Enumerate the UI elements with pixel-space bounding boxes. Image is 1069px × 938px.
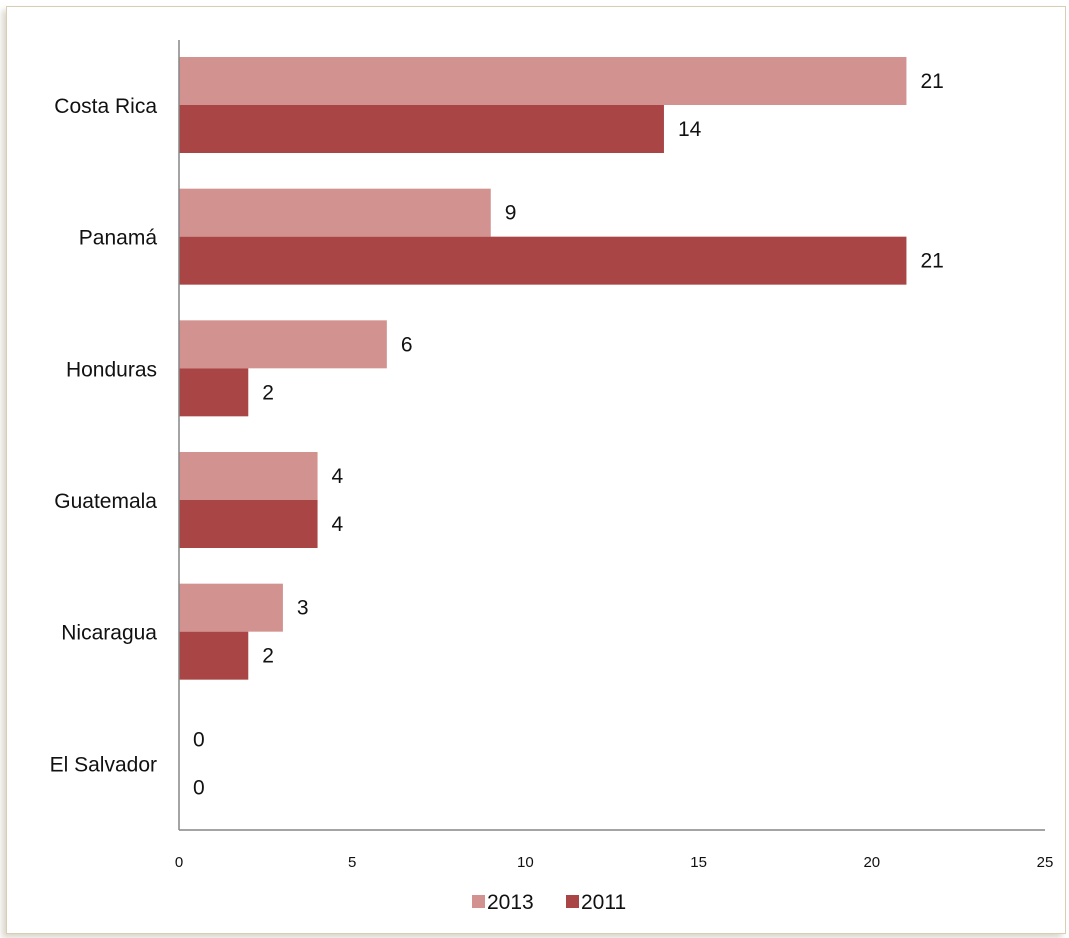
data-labels-layer: 21 14 9 21 6 2 4 4 3 2 0 0 [193,70,944,799]
legend-label-2011: 2011 [581,891,626,914]
category-label-guatemala: Guatemala [54,490,157,513]
bars-layer [179,57,907,680]
x-tick-label-10: 10 [517,854,534,871]
data-label-panama-2013: 9 [505,202,517,225]
x-tick-label-0: 0 [175,854,183,871]
data-label-costa-rica-2013: 21 [920,70,943,93]
legend-swatch-2013 [472,895,485,908]
bar-nicaragua-2011 [179,631,249,680]
bar-guatemala-2013 [179,452,318,500]
data-label-guatemala-2011: 4 [332,513,344,536]
data-label-nicaragua-2011: 2 [262,645,274,668]
x-tick-label-20: 20 [863,854,880,871]
bar-honduras-2013 [179,320,387,369]
category-label-honduras: Honduras [66,358,157,381]
data-label-panama-2011: 21 [920,250,943,273]
bar-panama-2013 [179,188,491,237]
category-label-costa-rica: Costa Rica [54,95,157,118]
bar-nicaragua-2013 [179,583,283,632]
data-label-guatemala-2013: 4 [332,465,344,488]
data-label-el-salvador-2011: 0 [193,776,205,799]
bar-costa-rica-2013 [179,57,907,105]
bar-panama-2011 [179,236,907,285]
legend: 2013 2011 [472,891,626,914]
data-label-el-salvador-2013: 0 [193,728,205,751]
x-tick-label-25: 25 [1037,854,1054,871]
legend-swatch-2011 [566,895,579,908]
category-label-nicaragua: Nicaragua [61,622,157,645]
x-tick-label-5: 5 [348,854,356,871]
data-label-honduras-2011: 2 [262,381,274,404]
category-label-el-salvador: El Salvador [50,753,157,776]
category-labels-layer: Costa Rica Panamá Honduras Guatemala Nicarag… [50,95,158,776]
bar-guatemala-2011 [179,500,318,548]
bar-costa-rica-2011 [179,105,664,153]
x-tick-labels-layer: 0 5 10 15 20 25 [175,854,1054,871]
legend-label-2013: 2013 [487,891,534,914]
data-label-costa-rica-2011: 14 [678,118,702,141]
category-label-panama: Panamá [79,227,158,250]
data-label-nicaragua-2013: 3 [297,597,309,620]
data-label-honduras-2013: 6 [401,333,413,356]
bar-honduras-2011 [179,368,249,417]
x-tick-label-15: 15 [690,854,707,871]
